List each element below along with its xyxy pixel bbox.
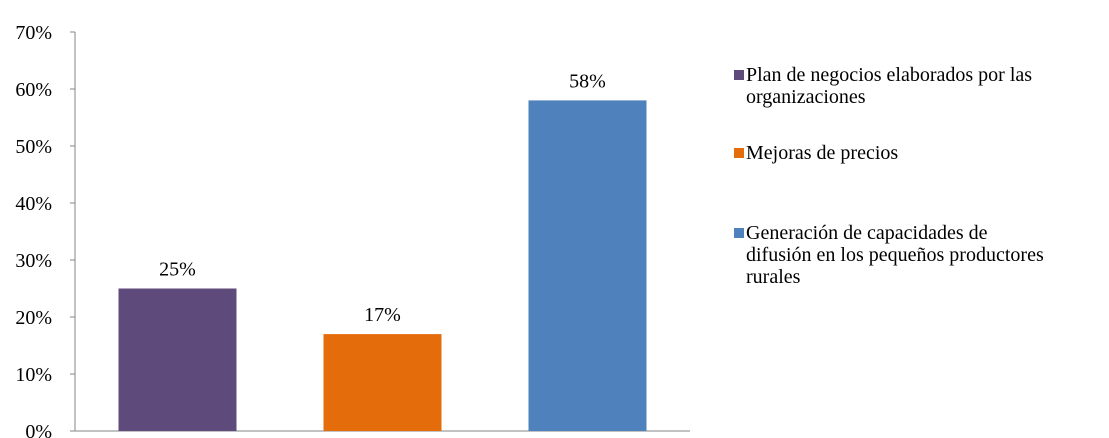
legend-label-line: Plan de negocios elaborados por las [746, 64, 1033, 86]
bar [118, 288, 237, 431]
legend-label-line: difusión en los pequeños productores [746, 244, 1044, 266]
bar-value-label: 58% [569, 70, 606, 92]
legend-item: Mejoras de precios [734, 142, 1104, 164]
y-tick-label: 10% [15, 364, 52, 386]
legend-label-line: Mejoras de precios [746, 142, 899, 164]
y-tick-label: 60% [15, 79, 52, 101]
y-tick-label: 70% [15, 22, 52, 44]
bar-value-label: 17% [364, 304, 401, 326]
y-tick-label: 30% [15, 250, 52, 272]
chart-legend: Plan de negocios elaborados por las organ… [734, 64, 1104, 288]
bar-value-label: 25% [159, 259, 196, 281]
legend-swatch [734, 70, 744, 80]
legend-item: Generación de capacidades de difusión en … [734, 222, 1104, 288]
bar [528, 100, 647, 432]
y-tick-label: 50% [15, 136, 52, 158]
y-tick-label: 40% [15, 193, 52, 215]
legend-label-line: rurales [746, 266, 801, 288]
legend-label-line: organizaciones [746, 86, 866, 108]
y-tick-label: 20% [15, 307, 52, 329]
bar [323, 334, 442, 431]
legend-label-line: Generación de capacidades de [746, 222, 988, 244]
legend-swatch [734, 148, 744, 158]
y-tick-label: 0% [25, 421, 52, 438]
legend-swatch [734, 228, 744, 238]
legend-item: Plan de negocios elaborados por las organ… [734, 64, 1104, 108]
